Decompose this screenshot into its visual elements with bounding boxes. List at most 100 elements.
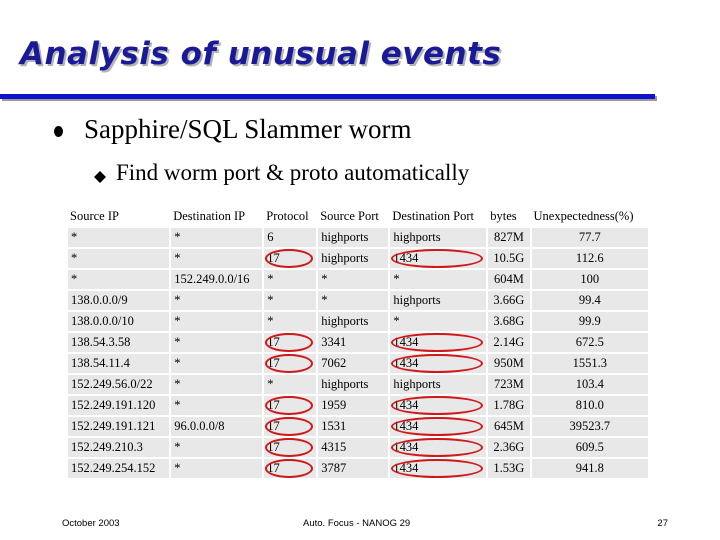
header-destination-ip: Destination IP xyxy=(171,206,263,226)
table-body: * * 6 highports highports 827M 77.7 * * 17 highpor… xyxy=(68,228,648,478)
cell-unexpectedness: 609.5 xyxy=(531,438,648,457)
cell-bytes: 950M xyxy=(488,354,530,373)
unusual-events-table: Source IP Destination IP Protocol Source… xyxy=(66,204,650,480)
cell-source-port: highports xyxy=(318,375,389,394)
cell-bytes: 1.53G xyxy=(488,459,530,478)
cell-source-ip: 138.54.11.4 xyxy=(68,354,170,373)
cell-protocol: 6 xyxy=(264,228,317,247)
cell-protocol: 17 xyxy=(264,459,317,478)
table-row: * * 17 highports 1434 10.5G 112.6 xyxy=(68,249,648,268)
cell-source-ip: 152.249.210.3 xyxy=(68,438,170,457)
cell-destination-ip: * xyxy=(171,312,263,331)
table-row: 138.54.11.4 * 17 7062 1434 950M 1551.3 xyxy=(68,354,648,373)
cell-source-port: 3341 xyxy=(318,333,389,352)
header-protocol: Protocol xyxy=(264,206,317,226)
cell-destination-port: highports xyxy=(390,228,487,247)
cell-destination-ip: * xyxy=(171,396,263,415)
cell-source-port: 3787 xyxy=(318,459,389,478)
title-underline xyxy=(0,94,655,99)
bullet-level2-text: Find worm port & proto automatically xyxy=(116,160,470,185)
cell-bytes: 2.14G xyxy=(488,333,530,352)
cell-destination-ip: * xyxy=(171,333,263,352)
header-source-ip: Source IP xyxy=(68,206,170,226)
cell-destination-ip: 152.249.0.0/16 xyxy=(171,270,263,289)
cell-unexpectedness: 77.7 xyxy=(531,228,648,247)
cell-destination-ip: 96.0.0.0/8 xyxy=(171,417,263,436)
cell-source-port: highports xyxy=(318,228,389,247)
cell-unexpectedness: 100 xyxy=(531,270,648,289)
cell-destination-ip: * xyxy=(171,228,263,247)
cell-protocol: 17 xyxy=(264,354,317,373)
cell-destination-port: 1434 xyxy=(390,249,487,268)
table-row: 152.249.191.121 96.0.0.0/8 17 1531 1434 645M 3… xyxy=(68,417,648,436)
cell-destination-ip: * xyxy=(171,354,263,373)
cell-destination-port: 1434 xyxy=(390,333,487,352)
cell-destination-port: highports xyxy=(390,291,487,310)
cell-protocol: * xyxy=(264,291,317,310)
cell-protocol: * xyxy=(264,270,317,289)
cell-source-port: * xyxy=(318,270,389,289)
bullet-dot-icon xyxy=(54,126,63,137)
cell-unexpectedness: 39523.7 xyxy=(531,417,648,436)
cell-bytes: 723M xyxy=(488,375,530,394)
cell-unexpectedness: 672.5 xyxy=(531,333,648,352)
cell-unexpectedness: 103.4 xyxy=(531,375,648,394)
table-row: 152.249.191.120 * 17 1959 1434 1.78G 810.0 xyxy=(68,396,648,415)
cell-destination-port: 1434 xyxy=(390,354,487,373)
cell-protocol: * xyxy=(264,375,317,394)
cell-protocol: 17 xyxy=(264,417,317,436)
header-unexpectedness: Unexpectedness(%) xyxy=(531,206,648,226)
cell-source-ip: 138.0.0.0/10 xyxy=(68,312,170,331)
cell-unexpectedness: 1551.3 xyxy=(531,354,648,373)
footer-title: Auto. Focus - NANOG 29 xyxy=(303,518,411,529)
cell-unexpectedness: 941.8 xyxy=(531,459,648,478)
cell-source-port: * xyxy=(318,291,389,310)
cell-destination-ip: * xyxy=(171,375,263,394)
cell-bytes: 827M xyxy=(488,228,530,247)
cell-protocol: 17 xyxy=(264,438,317,457)
diamond-bullet-icon xyxy=(94,171,106,183)
cell-unexpectedness: 99.4 xyxy=(531,291,648,310)
cell-source-port: 4315 xyxy=(318,438,389,457)
cell-source-ip: * xyxy=(68,270,170,289)
cell-source-port: highports xyxy=(318,312,389,331)
cell-destination-port: * xyxy=(390,312,487,331)
cell-source-ip: * xyxy=(68,249,170,268)
cell-source-port: 1959 xyxy=(318,396,389,415)
cell-protocol: 17 xyxy=(264,396,317,415)
table-header-row: Source IP Destination IP Protocol Source… xyxy=(68,206,648,226)
cell-destination-ip: * xyxy=(171,291,263,310)
cell-bytes: 3.68G xyxy=(488,312,530,331)
cell-protocol: * xyxy=(264,312,317,331)
table-row: 152.249.210.3 * 17 4315 1434 2.36G 609.5 xyxy=(68,438,648,457)
table-row: * 152.249.0.0/16 * * * 604M 100 xyxy=(68,270,648,289)
bullet-level1-text: Sapphire/SQL Slammer worm xyxy=(84,114,412,144)
cell-unexpectedness: 810.0 xyxy=(531,396,648,415)
footer-date: October 2003 xyxy=(62,518,120,529)
slide-title: Analysis of unusual events xyxy=(20,36,502,72)
header-source-port: Source Port xyxy=(318,206,389,226)
page-number: 27 xyxy=(657,518,668,529)
header-bytes: bytes xyxy=(488,206,530,226)
cell-source-ip: 152.249.191.121 xyxy=(68,417,170,436)
cell-bytes: 604M xyxy=(488,270,530,289)
cell-bytes: 3.66G xyxy=(488,291,530,310)
table-row: 138.0.0.0/10 * * highports * 3.68G 99.9 xyxy=(68,312,648,331)
cell-destination-port: highports xyxy=(390,375,487,394)
cell-destination-ip: * xyxy=(171,249,263,268)
table-row: 138.54.3.58 * 17 3341 1434 2.14G 672.5 xyxy=(68,333,648,352)
cell-unexpectedness: 99.9 xyxy=(531,312,648,331)
cell-bytes: 1.78G xyxy=(488,396,530,415)
cell-source-ip: 152.249.254.152 xyxy=(68,459,170,478)
cell-destination-port: 1434 xyxy=(390,396,487,415)
cell-source-ip: 138.0.0.0/9 xyxy=(68,291,170,310)
cell-source-ip: * xyxy=(68,228,170,247)
cell-destination-ip: * xyxy=(171,459,263,478)
cell-destination-port: 1434 xyxy=(390,417,487,436)
cell-unexpectedness: 112.6 xyxy=(531,249,648,268)
table-row: * * 6 highports highports 827M 77.7 xyxy=(68,228,648,247)
cell-source-port: highports xyxy=(318,249,389,268)
cell-source-ip: 152.249.191.120 xyxy=(68,396,170,415)
cell-destination-port: 1434 xyxy=(390,459,487,478)
cell-bytes: 2.36G xyxy=(488,438,530,457)
